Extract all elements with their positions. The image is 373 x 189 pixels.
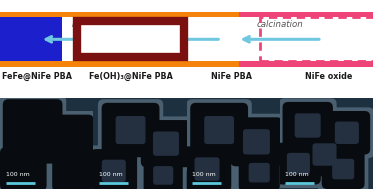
FancyBboxPatch shape: [141, 120, 191, 167]
Bar: [260, 17, 373, 61]
FancyBboxPatch shape: [98, 99, 163, 161]
FancyBboxPatch shape: [37, 111, 97, 167]
Bar: [142, 12, 320, 67]
Text: HCl: HCl: [173, 20, 188, 29]
FancyBboxPatch shape: [190, 103, 248, 157]
FancyBboxPatch shape: [320, 107, 373, 158]
FancyBboxPatch shape: [301, 133, 348, 176]
FancyBboxPatch shape: [323, 111, 370, 155]
FancyBboxPatch shape: [313, 143, 336, 166]
FancyBboxPatch shape: [87, 146, 141, 189]
FancyBboxPatch shape: [230, 117, 283, 166]
FancyBboxPatch shape: [243, 129, 270, 154]
FancyBboxPatch shape: [295, 113, 321, 138]
FancyBboxPatch shape: [52, 154, 93, 189]
FancyBboxPatch shape: [101, 103, 159, 157]
FancyBboxPatch shape: [3, 99, 62, 155]
Text: 100 nm: 100 nm: [285, 172, 309, 177]
Bar: [260, 17, 373, 61]
Text: NiFe oxide: NiFe oxide: [304, 72, 352, 81]
FancyBboxPatch shape: [90, 149, 137, 189]
FancyBboxPatch shape: [227, 114, 286, 170]
Bar: [239, 12, 373, 67]
Text: 100 nm: 100 nm: [6, 172, 29, 177]
FancyBboxPatch shape: [239, 154, 280, 189]
FancyBboxPatch shape: [140, 154, 186, 189]
Text: calcination: calcination: [256, 20, 303, 29]
Text: NiFe PBA: NiFe PBA: [211, 72, 252, 81]
Text: NaOH: NaOH: [71, 20, 97, 29]
FancyBboxPatch shape: [249, 163, 270, 182]
Text: Fe(OH)₃@NiFe PBA: Fe(OH)₃@NiFe PBA: [89, 72, 172, 81]
Text: 100 nm: 100 nm: [192, 172, 216, 177]
FancyBboxPatch shape: [179, 143, 235, 189]
FancyBboxPatch shape: [153, 166, 173, 185]
FancyBboxPatch shape: [183, 146, 231, 189]
FancyBboxPatch shape: [0, 96, 66, 159]
FancyBboxPatch shape: [332, 159, 354, 179]
FancyBboxPatch shape: [235, 150, 283, 189]
Bar: [0, 12, 126, 67]
FancyBboxPatch shape: [195, 157, 219, 181]
FancyBboxPatch shape: [272, 139, 325, 188]
FancyBboxPatch shape: [48, 150, 97, 189]
Text: 100 nm: 100 nm: [99, 172, 123, 177]
FancyBboxPatch shape: [298, 129, 351, 180]
Text: FeFe@NiFe PBA: FeFe@NiFe PBA: [2, 72, 72, 81]
Bar: [163, 17, 300, 61]
FancyBboxPatch shape: [287, 153, 310, 174]
FancyBboxPatch shape: [276, 143, 321, 184]
FancyBboxPatch shape: [0, 144, 50, 189]
FancyBboxPatch shape: [153, 132, 179, 156]
Bar: [42, 12, 219, 67]
FancyBboxPatch shape: [318, 146, 368, 189]
Bar: [62, 17, 199, 61]
FancyBboxPatch shape: [137, 116, 195, 171]
Bar: [77, 21, 184, 57]
FancyBboxPatch shape: [322, 149, 365, 189]
FancyBboxPatch shape: [186, 99, 252, 161]
FancyBboxPatch shape: [283, 102, 333, 149]
FancyBboxPatch shape: [335, 122, 359, 144]
FancyBboxPatch shape: [41, 115, 94, 164]
Bar: [0, 17, 106, 61]
FancyBboxPatch shape: [102, 160, 126, 182]
FancyBboxPatch shape: [0, 147, 47, 189]
FancyBboxPatch shape: [279, 98, 336, 153]
FancyBboxPatch shape: [144, 157, 183, 189]
FancyBboxPatch shape: [204, 116, 234, 144]
FancyBboxPatch shape: [116, 116, 145, 144]
